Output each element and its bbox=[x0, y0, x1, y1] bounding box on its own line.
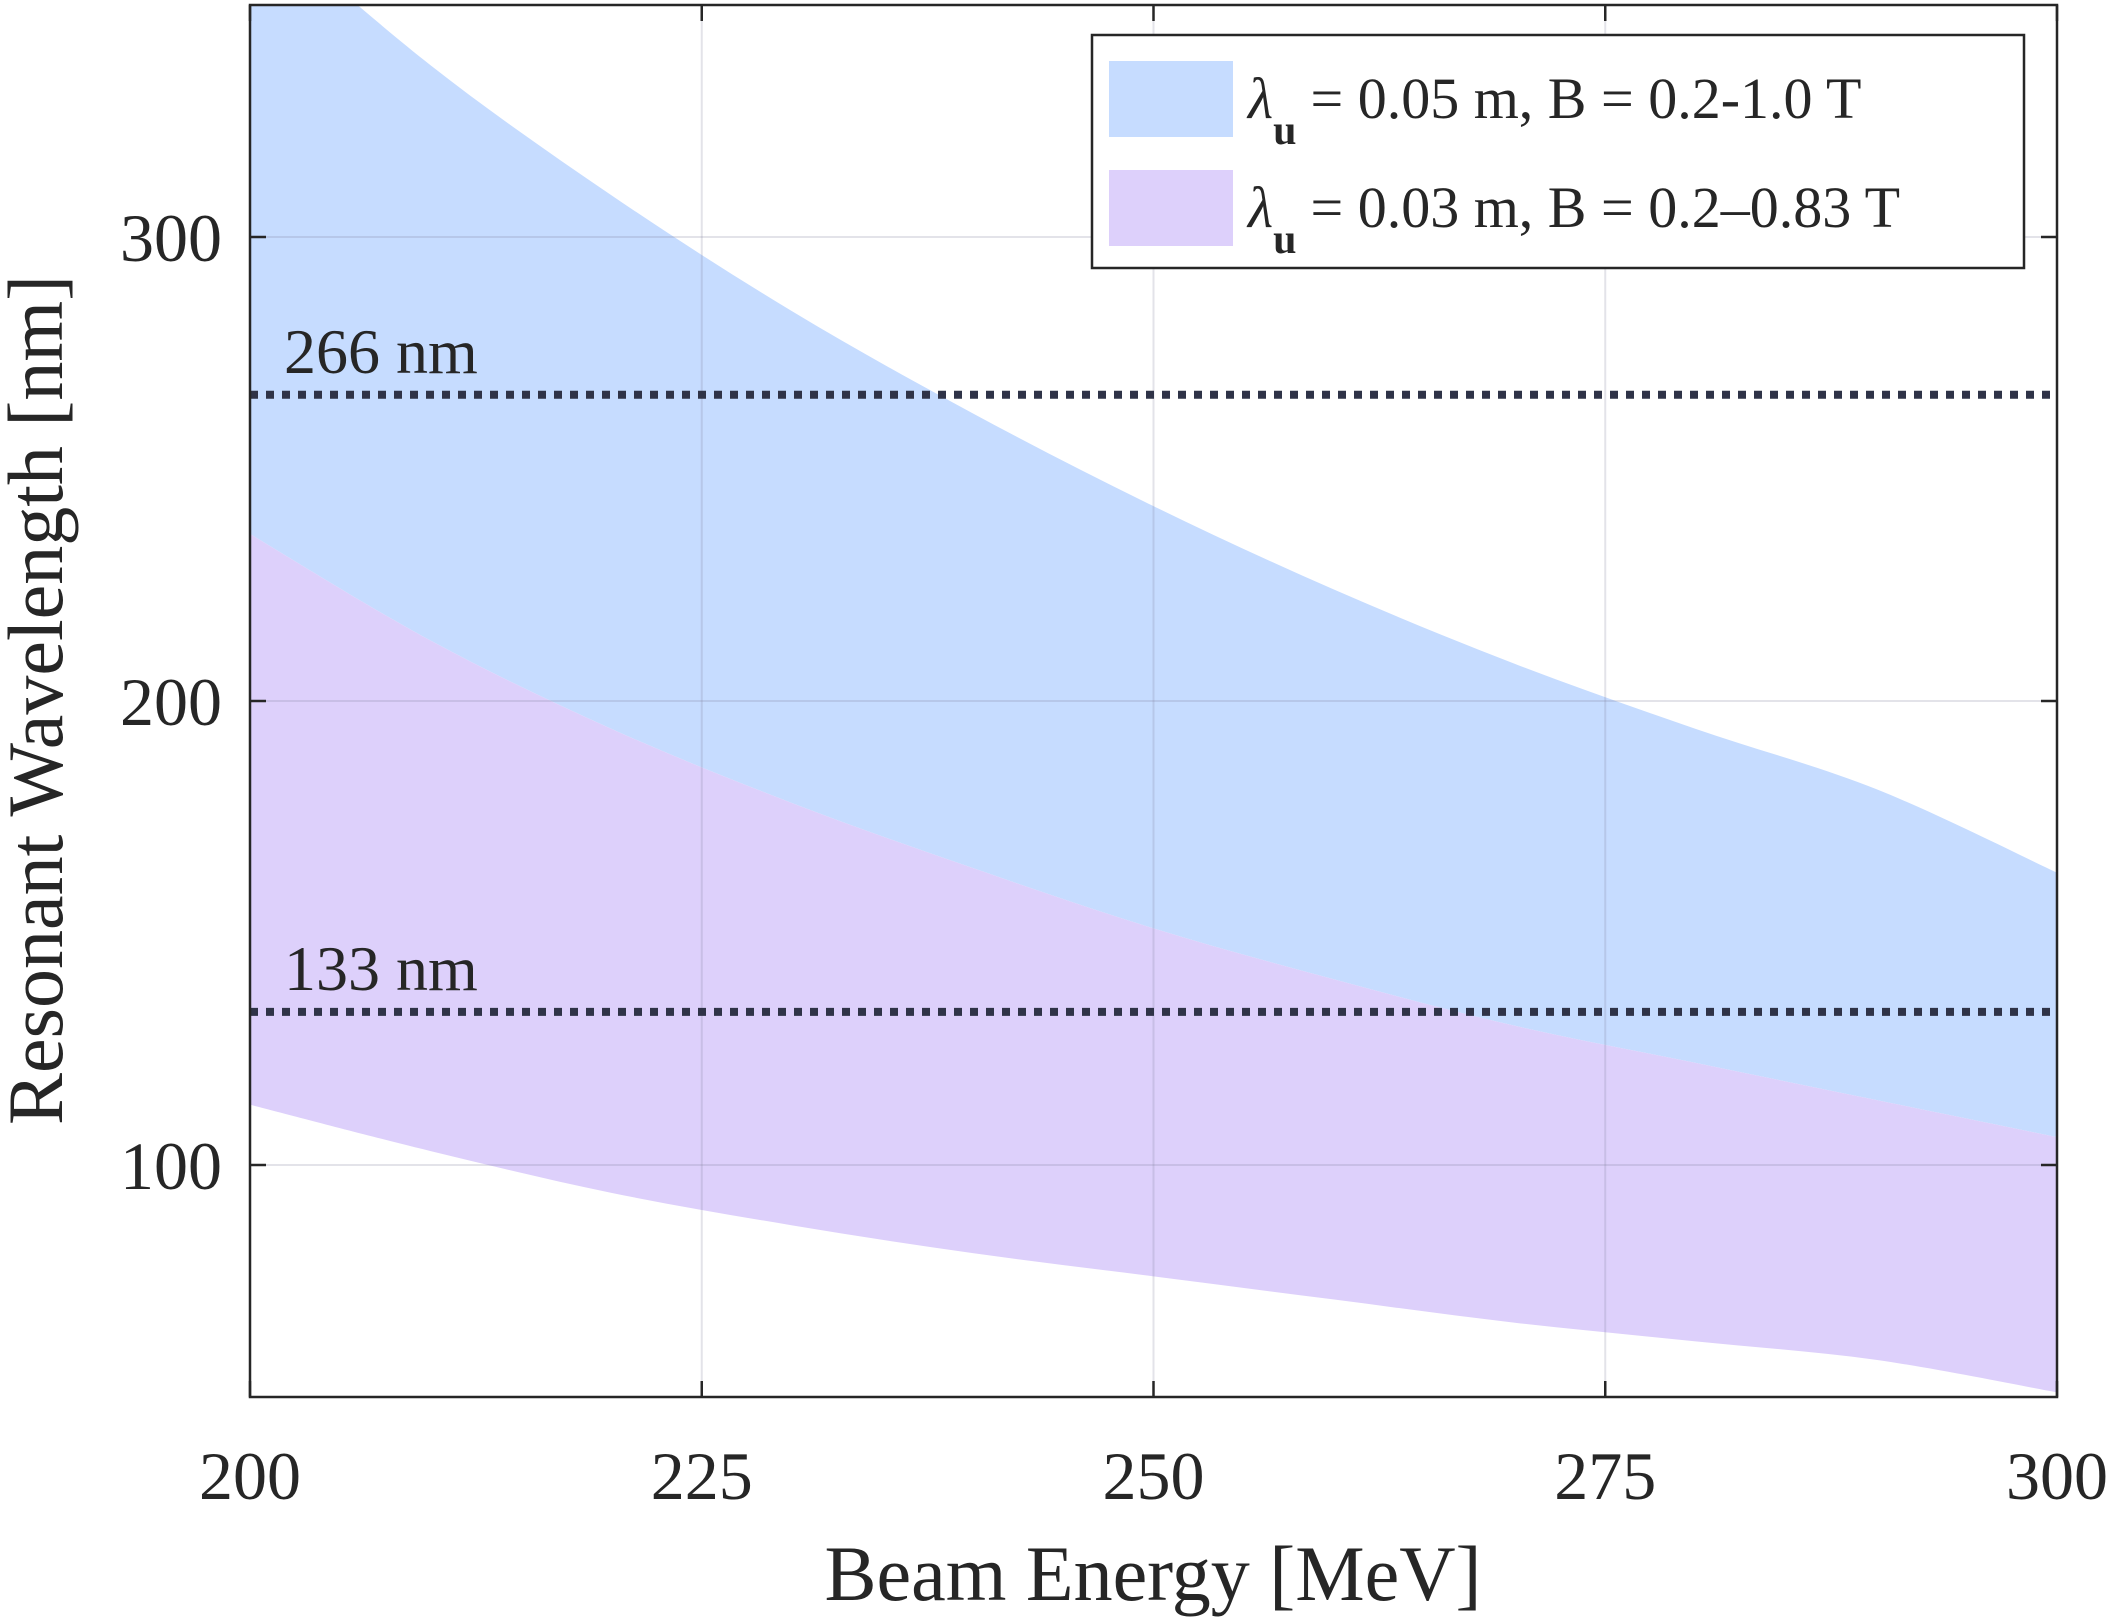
y-axis-label: Resonant Wavelength [nm] bbox=[0, 275, 79, 1125]
legend-box bbox=[1090, 33, 2026, 270]
x-axis-label: Beam Energy [MeV] bbox=[824, 1530, 1481, 1617]
x-tick-label: 200 bbox=[199, 1438, 301, 1514]
legend-label-1: λu = 0.05 m, B = 0.2-1.0 T bbox=[1246, 66, 1861, 154]
area-series-2 bbox=[250, 533, 2057, 1393]
reference-line-label: 266 nm bbox=[284, 316, 478, 387]
area-series-1 bbox=[250, 5, 2057, 1138]
legend-swatch-2 bbox=[1109, 170, 1233, 246]
labels: 266 nm 133 nm 200 225 250 275 300 100 200 300 bbox=[120, 200, 2108, 1514]
y-tick-label: 200 bbox=[120, 664, 222, 740]
x-tick-label: 225 bbox=[651, 1438, 753, 1514]
legend: λu = 0.05 m, B = 0.2-1.0 T λu = 0.03 m, B =… bbox=[1090, 33, 2026, 270]
legend-label-2: λu = 0.03 m, B = 0.2–0.83 T bbox=[1246, 175, 1900, 263]
x-tick-label: 300 bbox=[2006, 1438, 2108, 1514]
axes bbox=[248, 3, 2059, 1399]
y-tick-label: 100 bbox=[120, 1128, 222, 1204]
x-tick-label: 250 bbox=[1103, 1438, 1205, 1514]
y-tick-label: 300 bbox=[120, 200, 222, 276]
reference-lines bbox=[250, 390, 2057, 1016]
legend-swatch-1 bbox=[1109, 61, 1233, 137]
area-layer bbox=[250, 5, 2057, 1393]
reference-line-label: 133 nm bbox=[284, 933, 478, 1004]
x-tick-label: 275 bbox=[1554, 1438, 1656, 1514]
